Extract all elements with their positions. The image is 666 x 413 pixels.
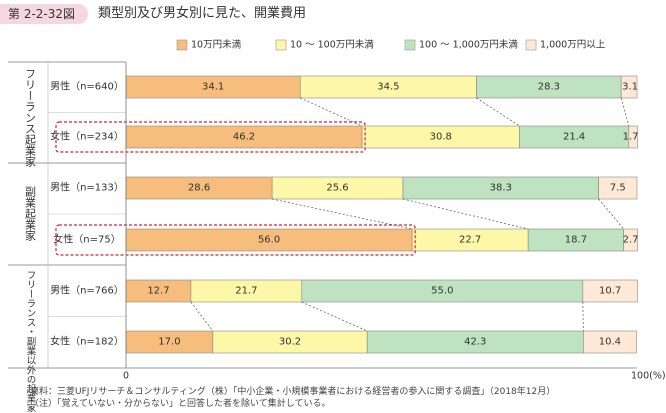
highlight-box-2 [55, 121, 366, 153]
group-name-1: フリーランス起業家 [24, 68, 37, 167]
bar-segment-r5-s4 [582, 279, 638, 303]
legend-swatch-4 [525, 39, 537, 51]
source-note: 資料：三菱UFJリサーチ＆コンサルティング（株）「中小企業・小規模事業者における… [30, 387, 556, 397]
data-label-r5-s4: 10.7 [599, 286, 621, 297]
x-tick-label-0: 0 [123, 371, 129, 382]
connector-g3-3 [582, 301, 584, 332]
bar-segment-r2-s4 [628, 125, 638, 149]
legend-label-3: 100 〜 1,000万円未満 [419, 39, 518, 51]
data-label-r6-s3: 42.3 [464, 337, 486, 348]
group-name-2: 副業起業家 [24, 186, 37, 241]
connector-g2-1 [272, 198, 413, 230]
data-label-r4-s4: 2.7 [623, 235, 639, 246]
data-label-r3-s1: 28.6 [188, 183, 210, 194]
group-name-3: フリーランス・副業以外の起業家 [25, 270, 37, 413]
data-label-r4-s2: 22.7 [459, 235, 481, 246]
bar-segment-r6-s4 [583, 330, 637, 354]
data-label-r1-s4: 3.1 [622, 82, 638, 93]
row-label-2: 女性（n=234） [50, 130, 124, 143]
data-label-r3-s2: 25.6 [326, 183, 348, 194]
chart-footnotes: 資料：三菱UFJリサーチ＆コンサルティング（株）「中小企業・小規模事業者における… [30, 386, 555, 410]
legend-label-1: 10万円未満 [191, 39, 242, 51]
legend-label-2: 10 〜 100万円未満 [290, 39, 374, 51]
connector-g3-1 [190, 301, 214, 332]
legend-swatch-3 [404, 39, 416, 51]
x-tick-label-100: 100(%) [631, 371, 666, 382]
data-label-r2-s1: 46.2 [233, 132, 255, 143]
data-label-r3-s3: 38.3 [490, 183, 512, 194]
row-label-4: 女性（n=75） [53, 233, 120, 246]
figure-title: 類型別及び男女別に見た、開業費用 [98, 6, 307, 21]
data-label-r5-s3: 55.0 [431, 286, 453, 297]
bar-segment-r1-s4 [620, 75, 638, 99]
connector-g1-3 [620, 97, 630, 127]
row-label-6: 女性（n=182） [50, 335, 124, 348]
connector-g2-3 [598, 198, 624, 230]
connector-g1-1 [300, 97, 363, 127]
legend-label-4: 1,000万円以上 [540, 40, 606, 51]
data-label-r2-s3: 21.4 [563, 132, 585, 143]
legend-swatch-2 [275, 39, 287, 51]
data-label-r1-s3: 28.3 [538, 82, 560, 93]
data-label-r5-s1: 12.7 [147, 286, 169, 297]
data-label-r5-s2: 21.7 [235, 286, 257, 297]
connector-g3-2 [301, 301, 368, 332]
row-label-3: 男性（n=133） [50, 181, 124, 194]
data-label-r6-s4: 10.4 [599, 337, 621, 348]
legend-swatch-1 [176, 39, 188, 51]
data-label-r2-s4: 1.7 [623, 132, 639, 143]
exclusion-note: （注）「覚えていない・分からない」と回答した者を除いて集計している。 [30, 399, 331, 409]
bar-segment-r4-s4 [623, 228, 638, 252]
row-label-1: 男性（n=640） [50, 80, 124, 93]
data-label-r1-s2: 34.5 [377, 82, 399, 93]
figure-number: 第 2-2-32図 [0, 4, 88, 24]
data-label-r4-s1: 56.0 [258, 235, 280, 246]
row-label-5: 男性（n=766） [50, 284, 124, 297]
data-label-r3-s4: 7.5 [610, 183, 626, 194]
data-label-r1-s1: 34.1 [202, 82, 224, 93]
highlight-box-4 [55, 224, 416, 256]
connector-g1-2 [476, 97, 520, 127]
data-label-r6-s2: 30.2 [279, 337, 301, 348]
figure-header: 第 2-2-32図 類型別及び男女別に見た、開業費用 [0, 0, 666, 24]
data-label-r4-s3: 18.7 [565, 235, 587, 246]
data-label-r6-s1: 17.0 [158, 337, 180, 348]
data-label-r2-s2: 30.8 [430, 132, 452, 143]
bar-segment-r3-s4 [598, 176, 638, 200]
connector-g2-2 [402, 198, 529, 230]
